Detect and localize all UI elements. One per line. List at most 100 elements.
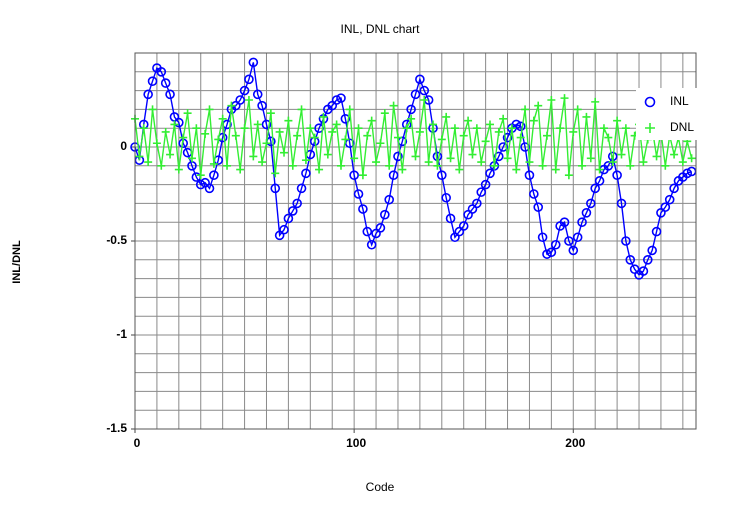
data-point xyxy=(612,170,622,180)
data-point xyxy=(503,154,512,163)
series-line xyxy=(134,98,693,176)
data-point xyxy=(493,151,504,162)
data-point xyxy=(437,135,446,144)
data-point xyxy=(283,213,294,224)
data-point xyxy=(349,170,359,180)
data-point xyxy=(617,150,626,159)
data-point xyxy=(638,266,649,276)
data-point xyxy=(406,104,416,115)
data-point xyxy=(586,154,595,163)
legend-marker xyxy=(645,123,655,133)
data-point xyxy=(152,139,161,148)
data-point xyxy=(336,93,346,103)
data-point xyxy=(332,120,341,129)
data-point xyxy=(433,161,442,170)
data-point xyxy=(244,96,253,104)
data-point xyxy=(594,176,605,186)
data-point xyxy=(616,198,627,209)
data-point xyxy=(249,152,258,161)
data-point xyxy=(301,168,311,179)
data-point xyxy=(455,165,464,174)
data-point xyxy=(367,116,376,125)
data-point xyxy=(209,159,218,168)
data-point xyxy=(235,95,245,105)
data-point xyxy=(331,95,342,105)
data-point xyxy=(257,100,267,111)
data-point xyxy=(660,202,671,212)
chart-title: INL, DNL chart xyxy=(341,22,421,36)
data-point xyxy=(621,124,630,133)
data-point xyxy=(502,132,513,143)
data-point xyxy=(258,158,267,167)
data-point xyxy=(358,171,367,180)
data-point xyxy=(442,112,451,121)
data-point xyxy=(480,179,491,190)
data-point xyxy=(275,127,284,136)
plot-frame xyxy=(134,52,697,430)
data-point xyxy=(328,127,337,136)
data-point xyxy=(537,232,548,243)
data-point xyxy=(174,165,183,174)
data-point xyxy=(436,170,447,180)
data-point xyxy=(578,161,587,170)
data-point xyxy=(577,217,587,227)
data-point xyxy=(402,124,411,133)
data-point xyxy=(270,183,281,194)
data-point xyxy=(340,114,351,124)
data-point xyxy=(227,101,236,110)
data-point xyxy=(542,249,552,259)
data-point xyxy=(560,94,569,103)
data-point xyxy=(468,150,477,159)
data-point xyxy=(209,170,219,180)
x-tick-label: 200 xyxy=(565,436,585,450)
data-point xyxy=(354,124,363,133)
data-point xyxy=(419,85,430,96)
data-point xyxy=(515,121,526,132)
data-point xyxy=(639,158,648,167)
data-point xyxy=(678,158,687,167)
data-point xyxy=(398,165,407,174)
data-point xyxy=(652,152,661,161)
data-point xyxy=(384,194,395,205)
data-point xyxy=(393,151,403,162)
data-point xyxy=(441,192,451,203)
data-point xyxy=(490,161,499,170)
data-point xyxy=(582,112,591,121)
data-point xyxy=(388,170,399,180)
data-point xyxy=(520,142,530,152)
y-tick-label: 0 xyxy=(120,139,127,153)
data-point xyxy=(358,204,368,214)
data-point xyxy=(485,168,495,179)
data-point xyxy=(341,135,350,144)
data-point xyxy=(297,105,306,114)
data-point xyxy=(499,114,508,123)
data-point xyxy=(292,198,302,209)
data-point xyxy=(248,57,259,68)
data-point xyxy=(143,89,153,100)
data-point xyxy=(323,150,332,159)
data-point xyxy=(261,119,272,130)
data-point xyxy=(239,85,250,96)
data-point xyxy=(192,124,201,133)
data-point xyxy=(279,224,289,235)
data-point xyxy=(375,223,386,233)
data-point xyxy=(148,105,157,114)
data-point xyxy=(476,187,487,197)
data-point xyxy=(284,116,293,125)
data-point xyxy=(187,154,196,163)
data-point xyxy=(472,198,482,209)
data-point xyxy=(542,131,551,140)
data-point xyxy=(301,156,310,165)
legend-marker xyxy=(644,96,656,108)
data-point xyxy=(669,183,679,194)
data-point xyxy=(385,161,394,170)
data-point xyxy=(315,165,324,174)
data-point xyxy=(464,116,473,125)
data-point xyxy=(362,226,373,237)
data-point xyxy=(280,148,289,157)
data-point xyxy=(236,165,245,174)
data-point xyxy=(407,114,416,123)
data-point xyxy=(445,213,456,224)
data-point xyxy=(647,245,657,256)
